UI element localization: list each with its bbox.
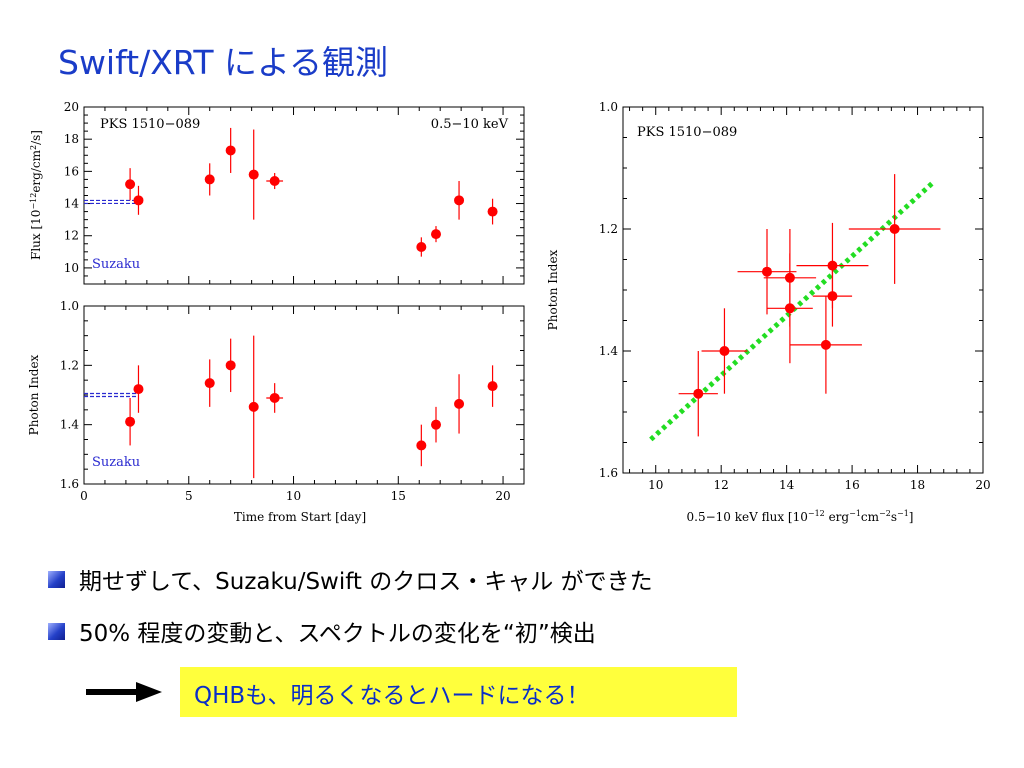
index-time-y-axis-label: Photon Index: [27, 354, 41, 435]
y-tick-label: 1.4: [599, 344, 618, 358]
y-tick-label: 10: [64, 261, 79, 275]
flux-y-axis-label: Flux [10−12erg/cm2/s]: [29, 130, 43, 260]
square-bullet-icon: [48, 622, 65, 640]
x-tick-label: 20: [495, 489, 510, 503]
index-time-panel: 1.0 1.2 1.4 1.60 5 10 15 20 Suzaku Photon Index…: [27, 299, 525, 524]
data-point: [487, 206, 498, 217]
y-tick-label: 18: [64, 132, 79, 146]
x-tick-label: 16: [844, 478, 859, 492]
flux-ticks: 10 12 14 16 18 20: [64, 100, 525, 285]
data-point: [204, 378, 215, 389]
data-point: [762, 266, 772, 277]
data-point: [820, 339, 831, 350]
index-flux-panel: 1.0 1.2 1.4 1.6 10 12 14 16 18 20 PKS 1510−089 Ph…: [546, 100, 991, 524]
data-point: [487, 381, 498, 392]
x-tick-label: 0: [80, 489, 88, 503]
flux-panel: 10 12 14 16 18 20 PKS 1510−089 0.5−10 keV Suz…: [29, 100, 525, 285]
y-tick-label: 14: [64, 197, 80, 211]
data-point: [431, 229, 441, 240]
data-point: [693, 388, 704, 399]
data-point: [454, 398, 465, 409]
data-point: [827, 291, 838, 302]
index-flux-y-axis-label: Photon Index: [546, 249, 560, 330]
data-point: [225, 145, 236, 156]
data-point: [454, 195, 465, 206]
data-point: [125, 179, 136, 190]
bullet-text: 50% 程度の変動と、スペクトルの変化を“初”検出: [79, 621, 596, 647]
flux-suzaku-label: Suzaku: [92, 257, 140, 272]
y-tick-label: 1.6: [60, 477, 79, 491]
data-point: [225, 360, 236, 371]
x-tick-label: 12: [714, 478, 729, 492]
y-tick-label: 12: [64, 229, 79, 243]
data-point: [416, 241, 427, 252]
flux-source-label: PKS 1510−089: [100, 117, 200, 132]
data-point: [889, 224, 900, 234]
y-tick-label: 1.4: [60, 418, 79, 432]
data-point: [431, 419, 441, 430]
slide-title: Swift/XRT による観測: [58, 43, 388, 82]
index-time-marks: [125, 335, 498, 479]
y-tick-label: 20: [64, 100, 79, 114]
data-point: [416, 440, 427, 451]
flux-marks: [125, 127, 498, 257]
data-point: [204, 174, 215, 185]
index-flux-x-axis-label: 0.5−10 keV flux [10−12 erg−1cm−2s−1]: [687, 509, 914, 524]
index-time-plot-frame: [83, 305, 525, 485]
bullet-item-variability: 50% 程度の変動と、スペクトルの変化を“初”検出: [48, 614, 596, 648]
y-tick-label: 1.6: [599, 466, 618, 480]
bullet-item-cross-calibration: 期せずして、Suzaku/Swift のクロス・キャル ができた: [48, 562, 653, 596]
data-point: [248, 169, 259, 180]
data-point: [248, 401, 259, 412]
x-tick-label: 10: [286, 489, 301, 503]
y-tick-label: 16: [64, 164, 79, 178]
data-point: [133, 195, 144, 206]
conclusion-text: QHBも、明るくなるとハードになる！: [194, 683, 590, 709]
y-tick-label: 1.0: [599, 100, 618, 114]
data-point: [784, 303, 795, 314]
data-point: [719, 346, 730, 356]
right-arrow-icon: [86, 682, 162, 702]
index-flux-marks: [678, 174, 941, 437]
data-point: [125, 416, 136, 427]
x-tick-label: 14: [779, 478, 795, 492]
index-suzaku-level: [84, 392, 139, 398]
corr-source-label: PKS 1510−089: [637, 125, 737, 140]
index-suzaku-label: Suzaku: [92, 455, 140, 470]
x-tick-label: 18: [910, 478, 925, 492]
y-tick-label: 1.0: [60, 299, 79, 313]
y-tick-label: 1.2: [599, 222, 618, 236]
flux-suzaku-level: [84, 199, 139, 205]
charts-canvas: 10 12 14 16 18 20 PKS 1510−089 0.5−10 keV Suz…: [27, 100, 991, 524]
flux-band-label: 0.5−10 keV: [431, 117, 509, 132]
bullet-text: 期せずして、Suzaku/Swift のクロス・キャル ができた: [79, 569, 653, 595]
index-flux-ticks: 1.0 1.2 1.4 1.6 10 12 14 16 18 20: [599, 100, 991, 492]
data-point: [133, 384, 144, 395]
conclusion-box: QHBも、明るくなるとハードになる！: [180, 667, 737, 717]
data-point: [269, 392, 280, 403]
data-point: [269, 176, 280, 187]
x-tick-label: 20: [975, 478, 990, 492]
x-tick-label: 5: [185, 489, 193, 503]
index-time-ticks: 1.0 1.2 1.4 1.60 5 10 15 20: [60, 299, 525, 503]
x-tick-label: 15: [391, 489, 406, 503]
square-bullet-icon: [48, 570, 65, 588]
y-tick-label: 1.2: [60, 358, 79, 372]
index-time-x-axis-label: Time from Start [day]: [234, 510, 366, 524]
x-tick-label: 10: [648, 478, 663, 492]
